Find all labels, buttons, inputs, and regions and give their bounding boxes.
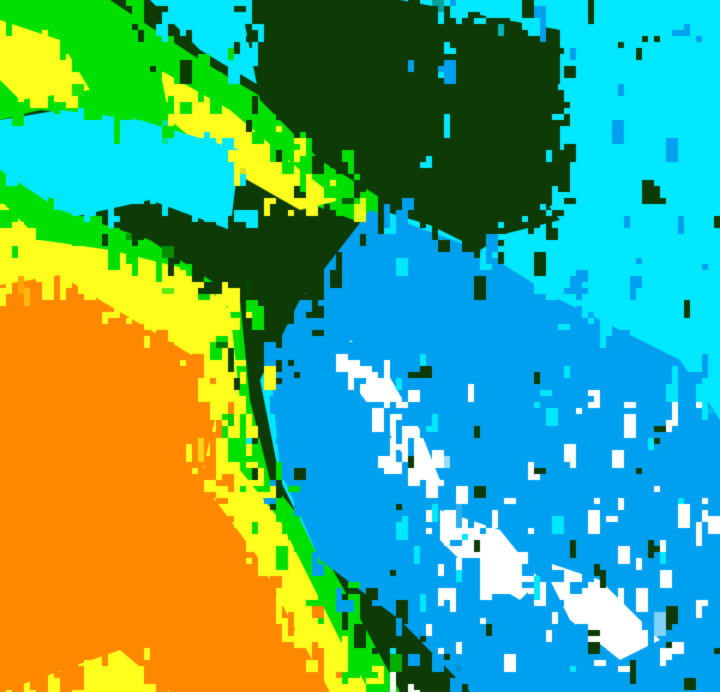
classification-map bbox=[0, 0, 720, 692]
classification-map-canvas bbox=[0, 0, 720, 692]
